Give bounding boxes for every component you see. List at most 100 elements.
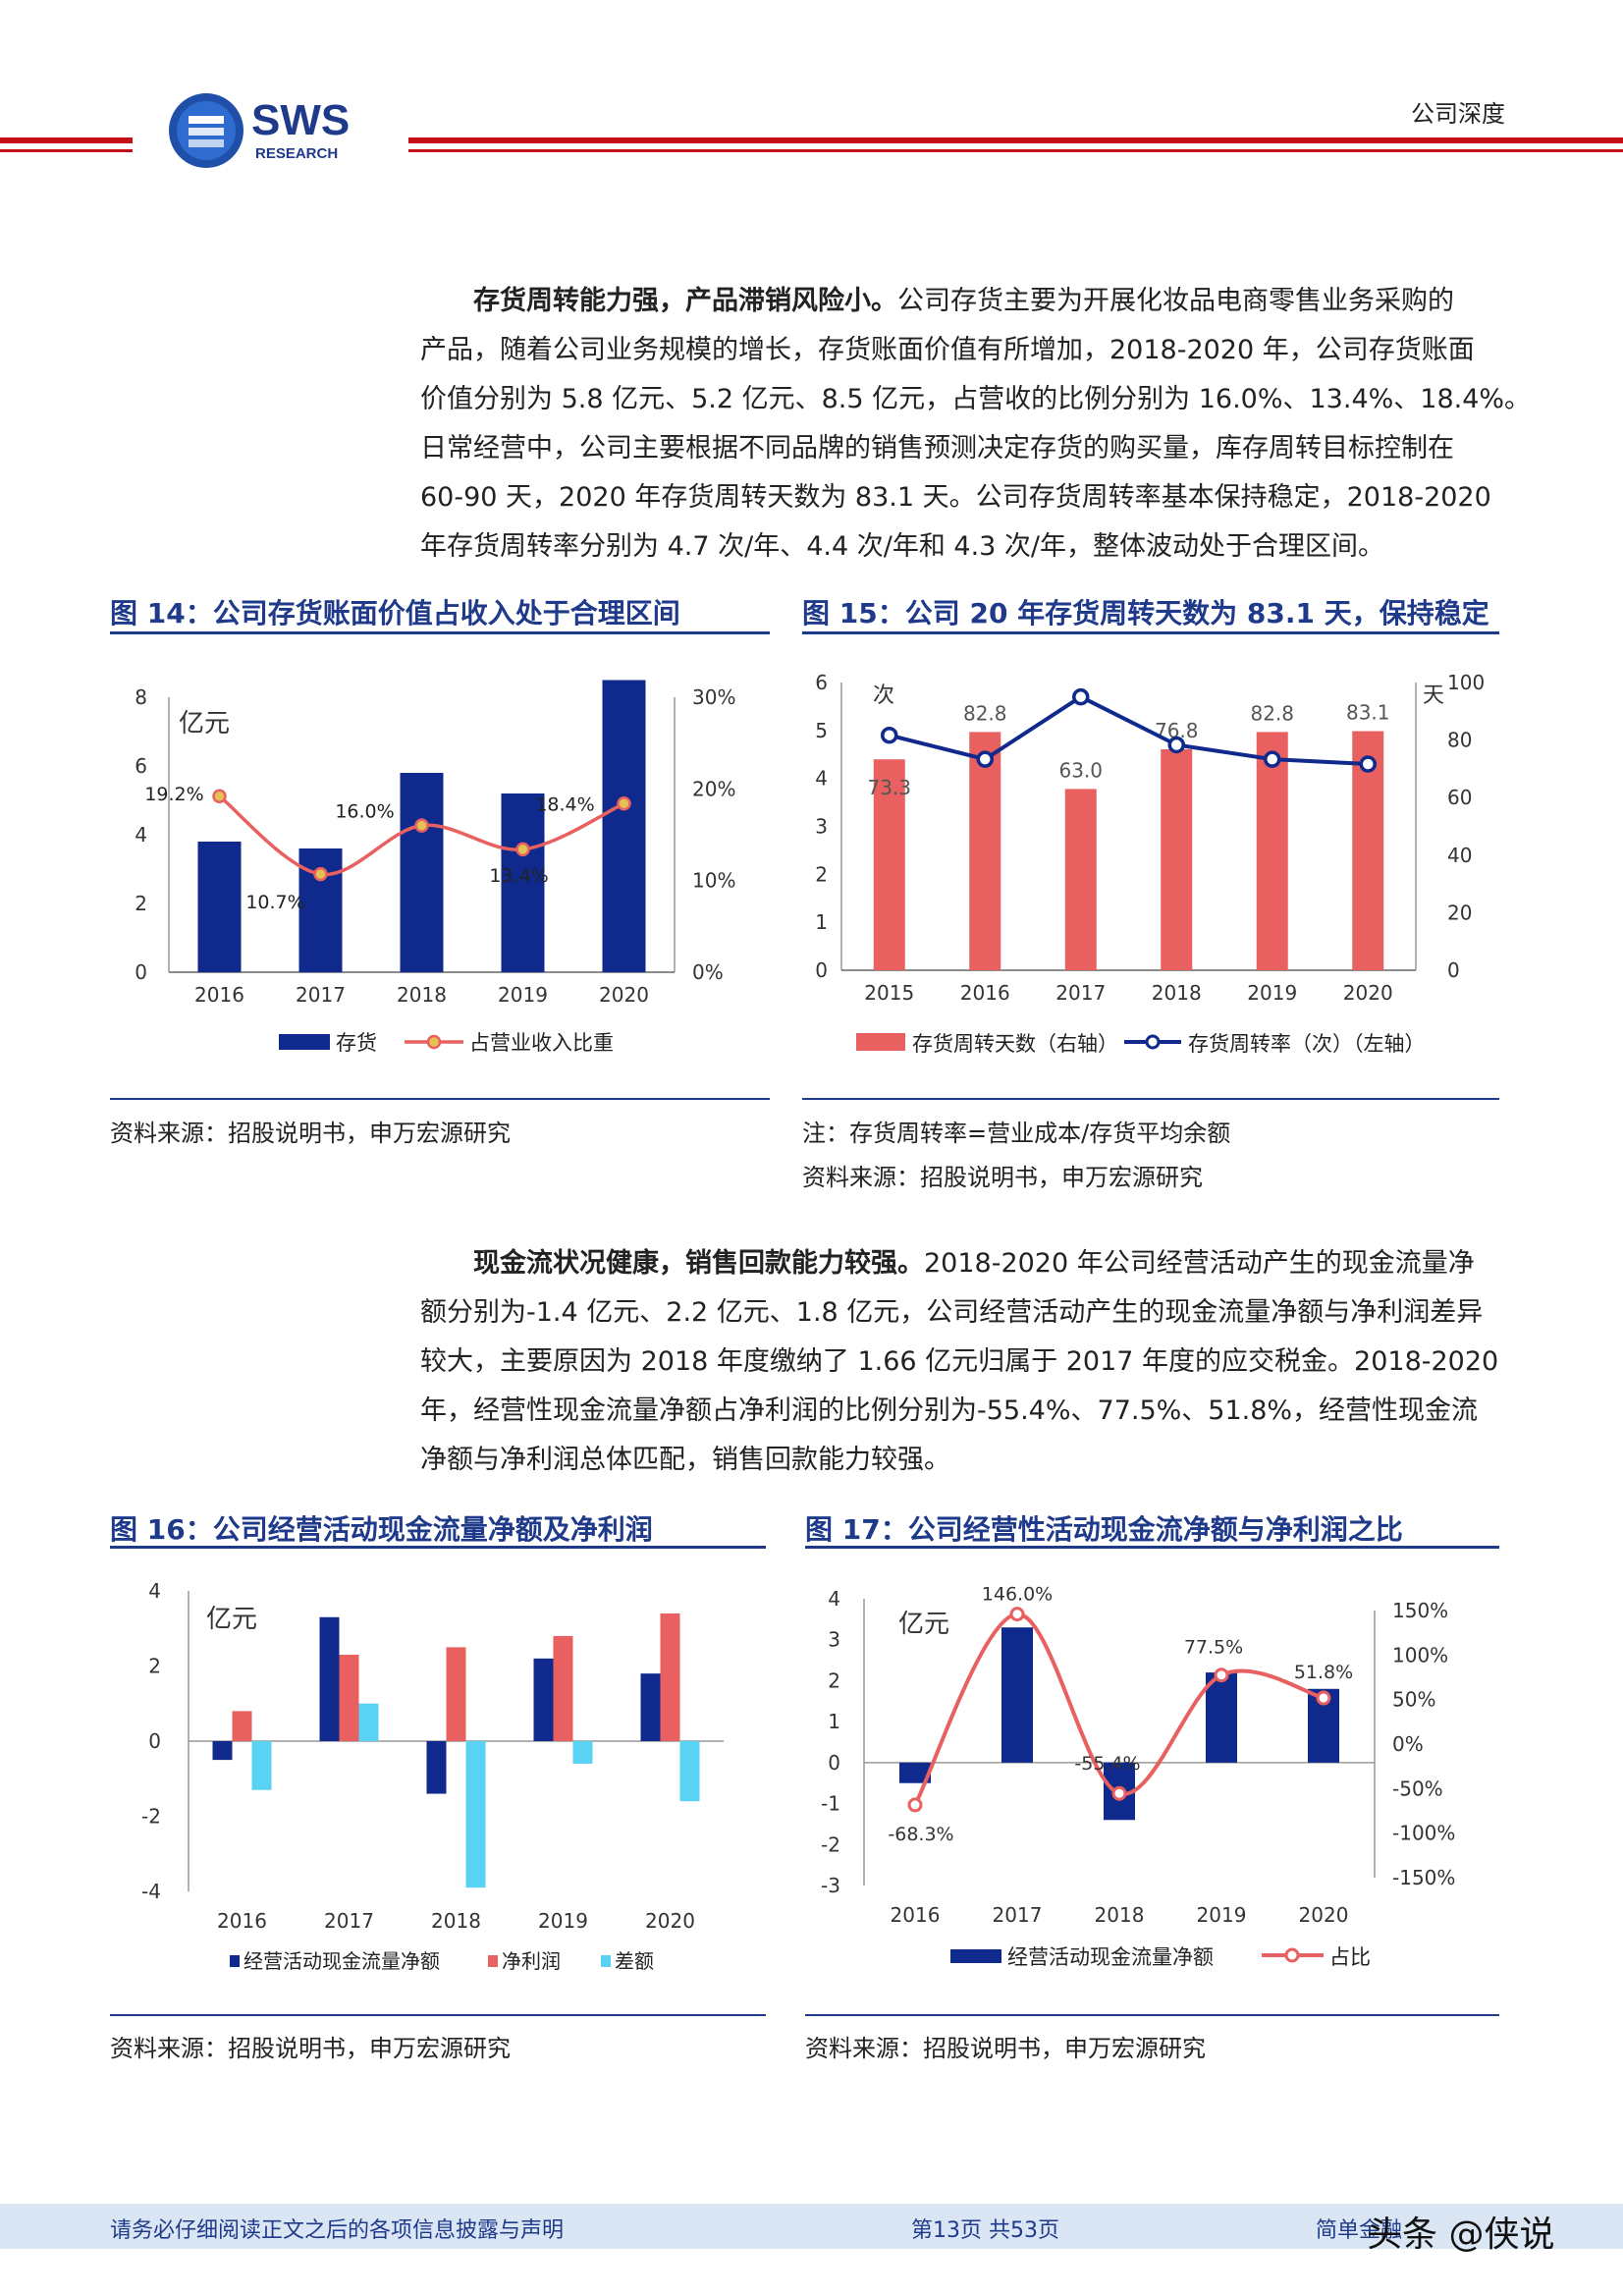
legend-swatch-cashflow (950, 1949, 1001, 1963)
y-tick-label-right: -50% (1392, 1777, 1443, 1800)
data-label: -55.4% (1074, 1753, 1140, 1775)
y-tick-label-left: 4 (135, 823, 147, 847)
bar-operating-cashflow (426, 1741, 447, 1794)
unit-label-left: 次 (873, 683, 894, 708)
unit-label: 亿元 (898, 1610, 949, 1639)
data-label: 16.0% (335, 801, 394, 823)
y-tick-label-left: 6 (815, 671, 828, 694)
paragraph-line: 年存货周转率分别为 4.7 次/年、4.4 次/年和 4.3 次/年，整体波动处… (420, 531, 1385, 562)
point-ratio (907, 1797, 923, 1813)
footer-brand: 简单金融 (1316, 2218, 1403, 2243)
y-tick-label-right: 60 (1447, 786, 1472, 809)
point-ratio (212, 789, 227, 804)
y-tick-label: 2 (148, 1655, 161, 1678)
y-tick-label-left: 8 (135, 685, 147, 709)
y-tick-label-right: 30% (692, 685, 735, 709)
paragraph-lead: 存货周转能力强，产品滞销风险小。 (473, 286, 897, 316)
x-tick-label: 2018 (1095, 1903, 1145, 1927)
bar-net-profit (446, 1647, 466, 1741)
legend-marker-rate (1145, 1034, 1161, 1050)
bar-net-profit (660, 1613, 680, 1741)
y-tick-label-right: 20 (1447, 901, 1472, 924)
figure-14-source: 资料来源：招股说明书，申万宏源研究 (110, 1120, 511, 1147)
watermark: 头条 @侠说 (1367, 2214, 1555, 2255)
logo: SWS RESEARCH (165, 90, 391, 171)
bar-operating-cashflow (899, 1762, 931, 1783)
bar-net-profit (553, 1635, 573, 1741)
logo-subtext: RESEARCH (255, 145, 339, 162)
y-tick-label-left: 1 (815, 910, 828, 934)
legend-swatch-inventory (279, 1034, 330, 1050)
footer-disclaimer: 请务必仔细阅读正文之后的各项信息披露与声明 (110, 2218, 565, 2243)
figure-15-bottom-rule (802, 1098, 1499, 1100)
y-tick-label-left: 1 (828, 1710, 840, 1733)
y-tick-label-right: 0% (692, 960, 724, 984)
bar-turnover-days (969, 732, 1001, 970)
data-label: 146.0% (982, 1584, 1053, 1606)
header-rule-left (0, 137, 133, 143)
y-tick-label-left: 2 (828, 1668, 840, 1692)
bar-difference (572, 1741, 593, 1764)
legend-swatch-profit (488, 1955, 498, 1967)
y-tick-label-left: 6 (135, 754, 147, 778)
figure-17-source: 资料来源：招股说明书，申万宏源研究 (805, 2035, 1206, 2062)
legend-swatch-cashflow (230, 1955, 240, 1967)
logo-emblem-icon (169, 93, 243, 168)
y-tick-label-right: -150% (1392, 1866, 1455, 1889)
line-turnover-rate (889, 694, 1369, 766)
y-tick-label-right: 100 (1447, 671, 1485, 694)
x-tick-label: 2017 (296, 983, 346, 1007)
figure-15-top-rule (802, 631, 1499, 634)
x-tick-label: 2016 (891, 1903, 941, 1927)
x-tick-label: 2018 (1152, 981, 1202, 1005)
data-label: 77.5% (1184, 1637, 1243, 1659)
line-ratio (913, 1612, 1325, 1806)
paragraph-line: 净额与净利润总体匹配，销售回款能力较强。 (420, 1445, 950, 1475)
figure-15-chart: 6 5 4 3 2 1 0 100 80 60 40 20 0 次 天 2015 73.3 2016 82.8 201… (815, 671, 1485, 1056)
y-tick-label: 0 (148, 1729, 161, 1753)
bar-turnover-days (873, 759, 905, 970)
y-tick-label-left: 0 (815, 958, 828, 982)
paragraph-line: 价值分别为 5.8 亿元、5.2 亿元、8.5 亿元，占营收的比例分别为 16.… (420, 384, 1532, 414)
y-tick-label-left: 2 (135, 892, 147, 915)
x-tick-label: 2015 (864, 981, 914, 1005)
x-tick-label: 2016 (217, 1909, 267, 1933)
y-tick-label: -4 (141, 1880, 161, 1903)
x-tick-label: 2019 (1247, 981, 1297, 1005)
data-label: 82.8 (1250, 701, 1294, 725)
y-tick-label-left: 5 (815, 719, 828, 742)
figure-17-chart: 4 3 2 1 0 -1 -2 -3 150% 100% 50% 0% -50% -100% -150% 亿元… (821, 1584, 1455, 1969)
paragraph-text: 2018-2020 年公司经营活动产生的现金流量净 (924, 1248, 1475, 1279)
legend-label: 存货 (336, 1031, 377, 1055)
bar-turnover-days (1256, 732, 1288, 970)
data-label: -68.3% (888, 1824, 953, 1845)
y-tick-label: 4 (148, 1579, 161, 1603)
figure-17-bottom-rule (805, 2014, 1499, 2016)
figure-17-title: 图 17：公司经营性活动现金流净额与净利润之比 (805, 1513, 1403, 1546)
x-tick-label: 2020 (645, 1909, 695, 1933)
point-turnover-rate (1359, 755, 1377, 773)
y-tick-label-left: 2 (815, 862, 828, 886)
point-ratio (1009, 1607, 1025, 1622)
figure-16-chart: 4 2 0 -2 -4 亿元 2016 2017 2018 2019 2020 经营活动现金流量净额 净… (141, 1579, 724, 1973)
figure-16-source: 资料来源：招股说明书，申万宏源研究 (110, 2035, 511, 2062)
bar-operating-cashflow (533, 1658, 554, 1741)
y-tick-label-right: 50% (1392, 1688, 1435, 1712)
data-label: 51.8% (1294, 1662, 1353, 1683)
figure-15-source: 资料来源：招股说明书，申万宏源研究 (802, 1164, 1203, 1191)
bar-difference (358, 1703, 379, 1741)
legend-label: 存货周转率（次）（左轴） (1188, 1032, 1426, 1056)
unit-label: 亿元 (179, 709, 230, 738)
y-tick-label-right: -100% (1392, 1822, 1455, 1845)
section-label: 公司深度 (1411, 100, 1505, 128)
paragraph-line: 日常经营中，公司主要根据不同品牌的销售预测决定存货的购买量，库存周转目标控制在 (420, 433, 1454, 464)
y-tick-label-right: 20% (692, 777, 735, 800)
data-label: 13.4% (489, 865, 548, 887)
bar-operating-cashflow (319, 1616, 340, 1741)
figure-14-top-rule (110, 631, 770, 634)
bar-inventory (602, 680, 646, 972)
point-ratio (515, 842, 530, 857)
legend-swatch-difference (601, 1955, 611, 1967)
bar-turnover-days (1161, 748, 1193, 970)
figure-16-bottom-rule (110, 2014, 766, 2016)
